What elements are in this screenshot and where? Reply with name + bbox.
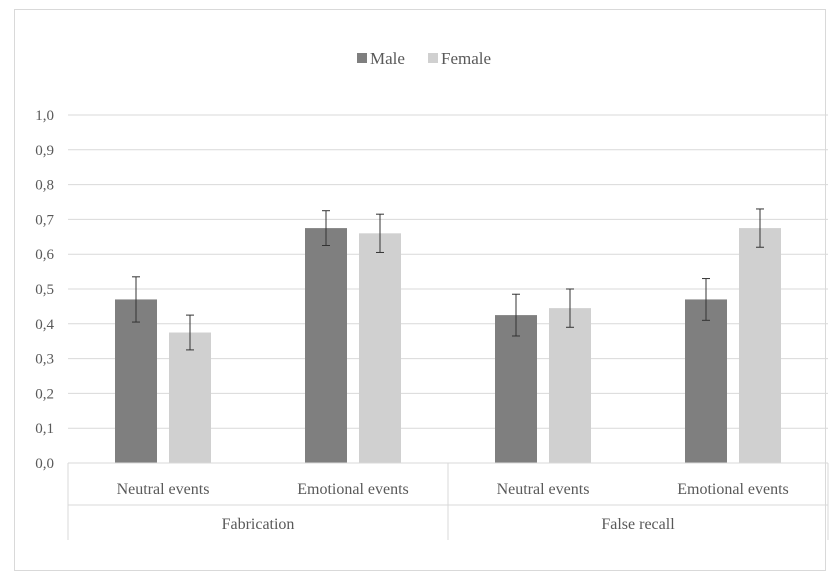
y-tick-label: 0,0 [35,456,54,472]
bar-female [359,233,401,463]
chart-frame [14,9,826,571]
error-bars [132,208,764,351]
y-tick-label: 0,7 [35,212,54,228]
y-tick-label: 1,0 [35,108,54,124]
y-tick-label: 0,3 [35,352,54,368]
legend-label: Male [370,49,405,68]
x-category-label: Emotional events [677,481,789,498]
x-category-label: Emotional events [297,481,409,498]
x-group-label: Fabrication [222,516,295,533]
x-category-label: Neutral events [497,481,590,498]
y-tick-label: 0,9 [35,143,54,159]
y-axis-ticks: 0,0 0,1 0,2 0,3 0,4 0,5 0,6 0,7 0,8 0,9 1,0 [35,108,54,472]
bar-female [549,308,591,463]
bar-female [739,228,781,463]
x-category-label: Neutral events [117,481,210,498]
legend-swatch-male [357,53,367,63]
y-tick-label: 0,5 [35,282,54,298]
legend-label: Female [441,49,491,68]
legend: Male Female [357,49,491,68]
y-tick-label: 0,8 [35,178,54,194]
y-tick-label: 0,1 [35,421,54,437]
y-tick-label: 0,2 [35,386,54,402]
category-labels: Neutral events Emotional events Neutral ev… [117,481,789,533]
x-axis [67,462,829,540]
bars [115,228,781,463]
bar-male [305,228,347,463]
bar-male [495,315,537,463]
bar-male [115,299,157,463]
bar-female [169,332,211,463]
legend-swatch-female [428,53,438,63]
y-tick-label: 0,6 [35,247,54,263]
bar-male [685,299,727,463]
y-tick-label: 0,4 [35,317,54,333]
x-group-label: False recall [601,516,675,533]
